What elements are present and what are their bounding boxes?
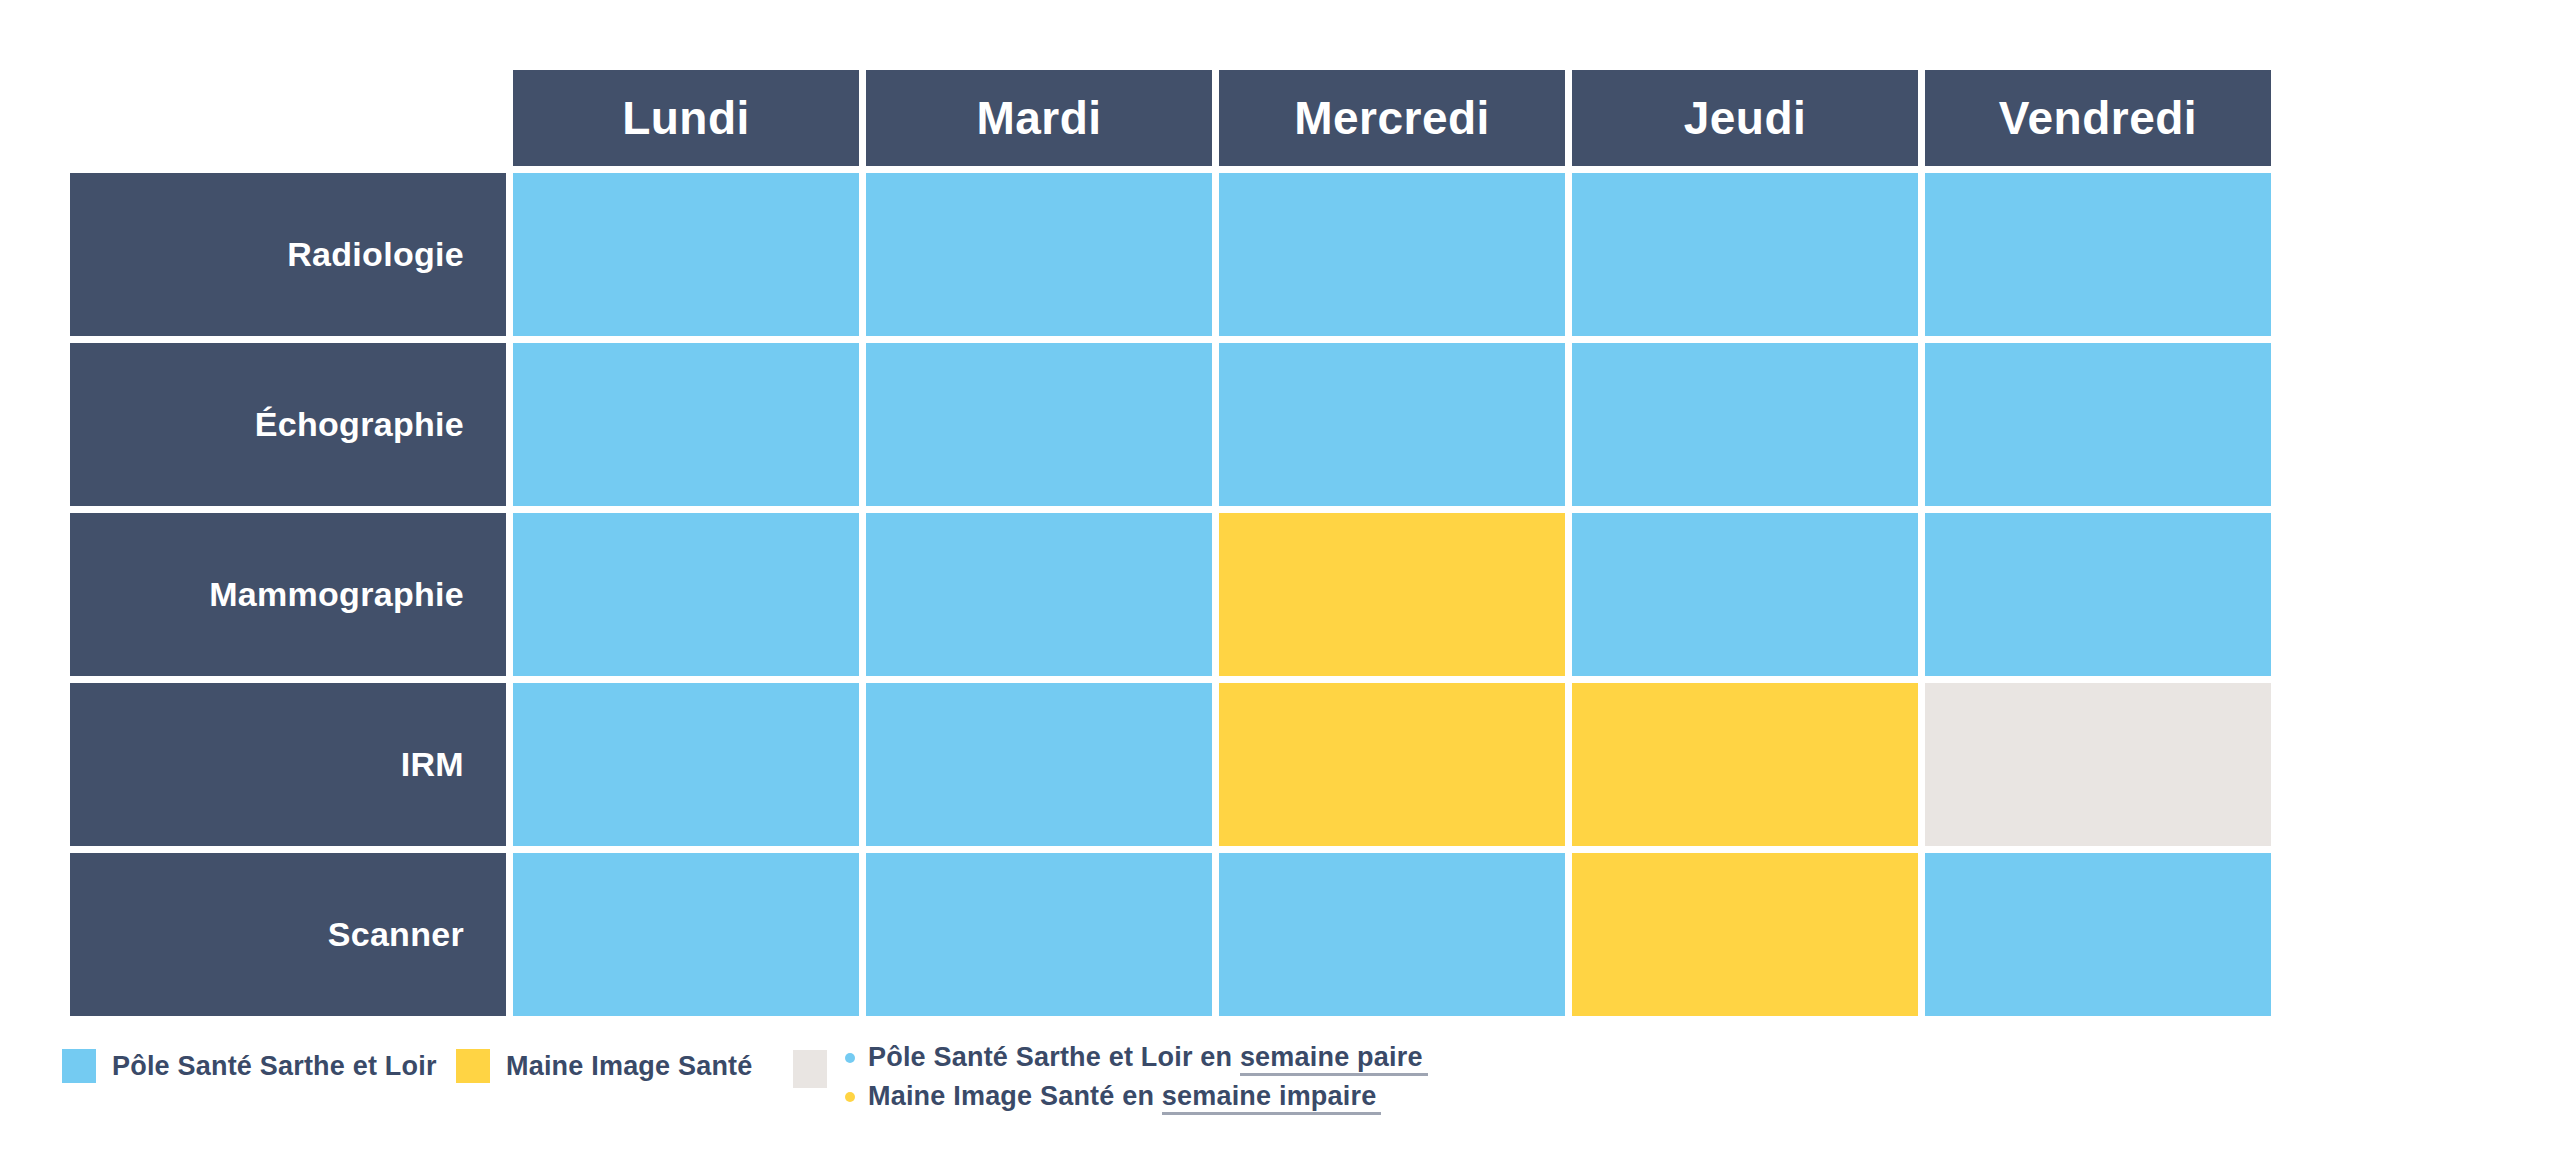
legend-swatch-blue [62,1049,96,1083]
table-corner-spacer [70,70,506,166]
column-header-lundi: Lundi [513,70,859,166]
column-header-mercredi: Mercredi [1219,70,1565,166]
cell-echographie-vendredi [1925,343,2271,506]
row-header-irm: IRM [70,683,506,846]
cell-mammographie-vendredi [1925,513,2271,676]
legend-swatch-yellow [456,1049,490,1083]
cell-scanner-lundi [513,853,859,1016]
cell-radiologie-mardi [866,173,1212,336]
bullet-dot-yellow [845,1092,855,1102]
cell-irm-mardi [866,683,1212,846]
cell-radiologie-vendredi [1925,173,2271,336]
legend-swatch-grey [793,1050,827,1088]
row-header-echographie: Échographie [70,343,506,506]
row-header-mammographie: Mammographie [70,513,506,676]
legend-label: Pôle Santé Sarthe et Loir [112,1051,437,1082]
cell-scanner-vendredi [1925,853,2271,1016]
cell-irm-jeudi [1572,683,1918,846]
legend-label: Maine Image Santé [506,1051,752,1082]
cell-mammographie-mardi [866,513,1212,676]
legend-item-pole-sante: Pôle Santé Sarthe et Loir [62,1049,437,1083]
legend-item-alternating-weeks: Pôle Santé Sarthe et Loir en semaine pai… [793,1038,1428,1116]
legend-bullet-underlined: semaine impaire [1162,1081,1382,1115]
legend-bullet-underlined: semaine paire [1240,1042,1428,1076]
legend-bullet-even-week: Pôle Santé Sarthe et Loir en semaine pai… [845,1038,1428,1077]
schedule-table: Lundi Mardi Mercredi Jeudi Vendredi Radi… [70,70,2271,1016]
cell-scanner-mardi [866,853,1212,1016]
bullet-dot-blue [845,1053,855,1063]
cell-scanner-mercredi [1219,853,1565,1016]
cell-radiologie-lundi [513,173,859,336]
cell-echographie-mardi [866,343,1212,506]
legend-bullet-prefix: Pôle Santé Sarthe et Loir en [868,1042,1240,1072]
column-header-vendredi: Vendredi [1925,70,2271,166]
cell-scanner-jeudi [1572,853,1918,1016]
cell-irm-vendredi [1925,683,2271,846]
row-header-scanner: Scanner [70,853,506,1016]
cell-radiologie-jeudi [1572,173,1918,336]
row-header-radiologie: Radiologie [70,173,506,336]
legend-alternating-list: Pôle Santé Sarthe et Loir en semaine pai… [845,1038,1428,1116]
cell-mammographie-lundi [513,513,859,676]
weekly-imaging-schedule: Lundi Mardi Mercredi Jeudi Vendredi Radi… [0,0,2560,1159]
legend-bullet-odd-week: Maine Image Santé en semaine impaire [845,1077,1428,1116]
legend-bullet-text: Pôle Santé Sarthe et Loir en semaine pai… [868,1042,1428,1073]
cell-irm-mercredi [1219,683,1565,846]
cell-mammographie-mercredi [1219,513,1565,676]
column-header-jeudi: Jeudi [1572,70,1918,166]
cell-radiologie-mercredi [1219,173,1565,336]
cell-echographie-lundi [513,343,859,506]
legend-bullet-text: Maine Image Santé en semaine impaire [868,1081,1381,1112]
column-header-mardi: Mardi [866,70,1212,166]
legend-bullet-prefix: Maine Image Santé en [868,1081,1162,1111]
cell-mammographie-jeudi [1572,513,1918,676]
cell-echographie-jeudi [1572,343,1918,506]
cell-irm-lundi [513,683,859,846]
cell-echographie-mercredi [1219,343,1565,506]
legend-item-maine-image: Maine Image Santé [456,1049,752,1083]
